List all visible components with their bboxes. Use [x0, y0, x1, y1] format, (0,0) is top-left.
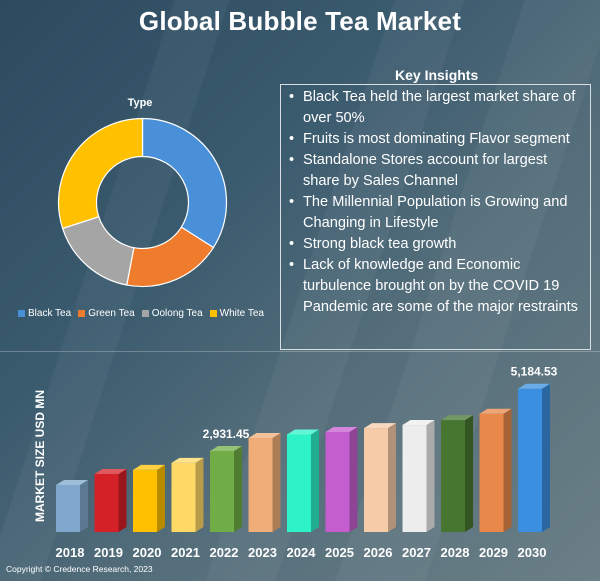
bar-side	[465, 415, 473, 532]
bar-top	[56, 480, 88, 486]
donut-slice-black-tea	[141, 117, 228, 249]
donut-chart	[57, 117, 228, 288]
legend-swatch	[78, 310, 86, 317]
legend-label: Oolong Tea	[151, 308, 203, 319]
bar-side	[195, 457, 204, 532]
legend-item: Black Tea	[18, 308, 71, 319]
bar-top	[94, 468, 127, 474]
donut-chart-title: Type	[127, 97, 153, 109]
bar-front	[479, 413, 504, 532]
bar-2027	[402, 420, 435, 532]
legend-item: Oolong Tea	[141, 308, 203, 319]
x-tick-label: 2028	[441, 545, 470, 560]
bar-top	[441, 415, 473, 421]
key-insights-box: Black Tea held the largest market share …	[280, 84, 591, 350]
copyright-footer: Copyright © Credence Research, 2023	[6, 564, 153, 574]
legend-swatch	[209, 310, 217, 317]
insight-item: Fruits is most dominating Flavor segment	[289, 129, 586, 150]
bar-2019	[94, 468, 127, 532]
bar-front	[402, 425, 427, 532]
bar-top	[479, 408, 512, 414]
bar-top	[364, 423, 396, 429]
bar-2025	[325, 426, 358, 532]
bar-front	[325, 431, 350, 532]
x-tick-label: 2023	[248, 545, 277, 560]
legend-label: Green Tea	[88, 308, 135, 319]
x-tick-label: 2024	[287, 545, 317, 560]
bar-front	[210, 450, 234, 532]
bar-2029	[479, 408, 512, 532]
x-tick-label: 2022	[210, 545, 239, 560]
x-tick-label: 2030	[518, 545, 547, 560]
bar-side	[426, 420, 435, 532]
bar-2018	[56, 480, 88, 532]
data-label: 5,184.53	[511, 365, 558, 379]
bar-2023	[248, 433, 281, 532]
bar-top	[171, 457, 204, 463]
insight-item: Standalone Stores account for largest sh…	[289, 150, 586, 192]
legend-swatch	[18, 310, 25, 317]
bar-top	[210, 445, 242, 451]
bar-side	[311, 429, 319, 532]
bar-front	[248, 438, 273, 532]
bar-side	[80, 480, 88, 532]
x-tick-label: 2026	[364, 545, 393, 560]
bar-2021	[171, 457, 204, 532]
x-tick-label: 2020	[133, 545, 162, 560]
x-tick-label: 2025	[325, 545, 354, 560]
insight-item: Black Tea held the largest market share …	[289, 87, 586, 129]
x-tick-label: 2021	[171, 545, 200, 560]
bar-side	[272, 433, 281, 532]
bar-front	[518, 388, 542, 532]
page-title: Global Bubble Tea Market	[138, 6, 462, 36]
bar-front	[94, 473, 119, 532]
bar-front	[133, 469, 157, 532]
bar-side	[118, 468, 127, 532]
donut-legend: Black Tea Green Tea Oolong Tea White Tea	[18, 308, 264, 319]
bar-front	[171, 462, 196, 532]
bar-top	[402, 420, 435, 426]
legend-label: White Tea	[219, 308, 264, 319]
bar-2026	[364, 423, 396, 532]
bar-top	[287, 429, 319, 435]
bar-side	[234, 445, 242, 532]
bar-2020	[133, 464, 165, 532]
bar-side	[503, 408, 512, 532]
legend-item: White Tea	[209, 308, 264, 319]
insight-item: Strong black tea growth	[289, 234, 586, 255]
bar-top	[518, 383, 550, 389]
x-tick-label: 2018	[56, 545, 85, 560]
bar-2028	[441, 415, 473, 532]
bar-front	[287, 434, 311, 532]
donut-slice-white-tea	[57, 117, 144, 230]
bar-top	[325, 426, 358, 432]
bar-top	[248, 433, 281, 439]
x-tick-label: 2027	[402, 545, 431, 560]
bar-2024	[287, 429, 319, 532]
section-divider	[0, 351, 600, 352]
bar-top	[133, 464, 165, 470]
bar-2022	[210, 445, 242, 532]
bar-front	[364, 428, 388, 532]
data-label: 2,931.45	[203, 427, 250, 441]
bar-side	[157, 464, 165, 532]
x-tick-label: 2019	[94, 545, 123, 560]
bar-front	[441, 420, 465, 532]
bar-side	[388, 423, 396, 532]
bar-front	[56, 485, 80, 532]
legend-item: Green Tea	[78, 308, 135, 319]
key-insights-title: Key Insights	[395, 67, 479, 83]
insight-item: Lack of knowledge and Economic turbulenc…	[289, 255, 586, 318]
legend-swatch	[141, 310, 149, 317]
bar-side	[542, 383, 550, 532]
legend-label: Black Tea	[28, 308, 72, 319]
x-tick-label: 2029	[479, 545, 508, 560]
bar-2030	[518, 383, 550, 532]
bar-side	[349, 426, 358, 532]
insight-item: The Millennial Population is Growing and…	[289, 192, 586, 234]
